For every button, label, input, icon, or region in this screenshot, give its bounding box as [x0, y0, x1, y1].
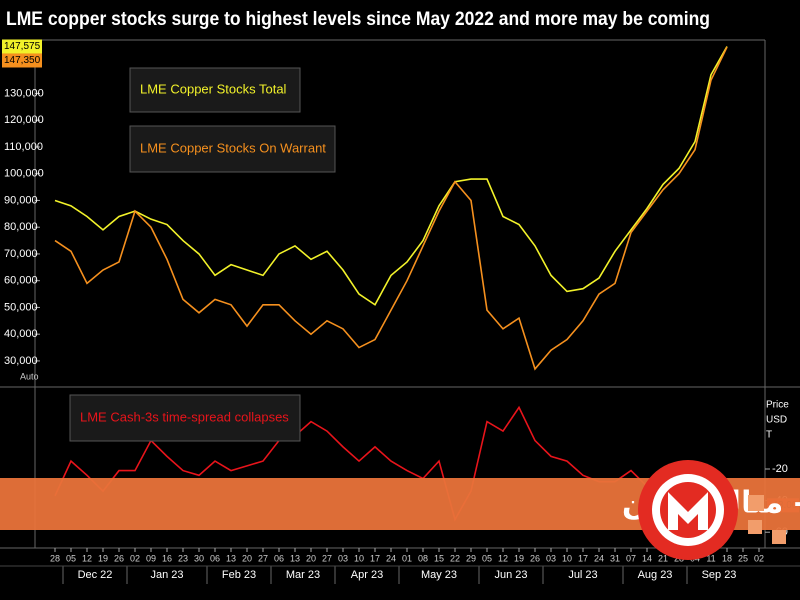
legend-label: LME Cash-3s time-spread collapses — [80, 409, 289, 424]
x-tick-label: 19 — [514, 553, 524, 563]
x-tick-label: 26 — [114, 553, 124, 563]
x-tick-label: 26 — [530, 553, 540, 563]
banner-overlay: اخبار فلزات – متال آنلاین — [0, 460, 800, 560]
x-tick-label: 11 — [706, 553, 715, 563]
y-tick-label: 70,000 — [4, 248, 38, 260]
month-label: Jul 23 — [568, 569, 597, 581]
legend-box — [129, 67, 301, 113]
x-tick-label: 02 — [754, 553, 764, 563]
line-series — [54, 46, 728, 371]
x-tick-label: 10 — [354, 553, 364, 563]
x-tick-label: 24 — [386, 553, 396, 563]
line-series — [54, 46, 728, 306]
y2-axis-label: T — [766, 430, 772, 441]
y-tick-label: 130,000 — [4, 87, 44, 99]
logo-square — [772, 530, 786, 544]
x-tick-label: 06 — [274, 553, 284, 563]
x-tick-label: 02 — [130, 553, 140, 563]
x-tick-label: 08 — [418, 553, 428, 563]
x-tick-label: 01 — [402, 553, 412, 563]
y-tick-label: 30,000 — [4, 355, 38, 367]
month-label: Feb 23 — [222, 569, 256, 581]
month-label: Aug 23 — [638, 569, 673, 581]
month-label: Mar 23 — [286, 569, 320, 581]
x-tick-label: 07 — [626, 553, 636, 563]
x-tick-label: 27 — [258, 553, 268, 563]
x-tick-label: 19 — [98, 553, 108, 563]
y-tick-label: 120,000 — [4, 114, 44, 126]
y2-axis-label: USD — [766, 415, 787, 426]
x-tick-label: 13 — [226, 553, 236, 563]
logo-square — [748, 520, 762, 534]
x-tick-label: 03 — [546, 553, 556, 563]
x-tick-label: 20 — [242, 553, 252, 563]
month-label: May 23 — [421, 569, 457, 581]
last-value-label: 147,350 — [4, 55, 41, 66]
x-tick-label: 15 — [434, 553, 444, 563]
last-value-label: 147,575 — [4, 41, 41, 52]
month-label: Apr 23 — [351, 569, 383, 581]
x-tick-label: 12 — [498, 553, 508, 563]
y-tick-label: 50,000 — [4, 301, 38, 313]
x-tick-label: 23 — [178, 553, 188, 563]
axis-note: Auto — [20, 371, 39, 381]
x-tick-label: 03 — [338, 553, 348, 563]
legend-label: LME Copper Stocks Total — [140, 81, 287, 96]
y2-axis-label: Price — [766, 400, 789, 411]
x-tick-label: 17 — [578, 553, 588, 563]
month-label: Dec 22 — [78, 569, 113, 581]
logo-square — [748, 495, 764, 511]
last-value-box — [2, 39, 42, 54]
x-tick-label: 17 — [370, 553, 380, 563]
x-tick-label: 22 — [450, 553, 460, 563]
x-tick-label: 14 — [642, 553, 652, 563]
x-tick-label: 05 — [66, 553, 76, 563]
x-tick-label: 24 — [594, 553, 604, 563]
x-tick-label: 12 — [82, 553, 92, 563]
y-tick-label: 60,000 — [4, 275, 38, 287]
logo-letter — [668, 492, 708, 530]
x-tick-label: 06 — [210, 553, 220, 563]
x-tick-label: 20 — [306, 553, 316, 563]
x-tick-label: 21 — [658, 553, 668, 563]
legend-label: LME Copper Stocks On Warrant — [140, 140, 326, 155]
month-label: Sep 23 — [702, 569, 737, 581]
last-value-box — [2, 53, 42, 68]
x-tick-label: 27 — [322, 553, 332, 563]
x-tick-label: 31 — [610, 553, 620, 563]
y-tick-label: 40,000 — [4, 328, 38, 340]
x-tick-label: 28 — [50, 553, 60, 563]
x-tick-label: 29 — [466, 553, 476, 563]
x-tick-label: 30 — [194, 553, 204, 563]
y-tick-label: 90,000 — [4, 194, 38, 206]
x-tick-label: 10 — [562, 553, 572, 563]
month-label: Jan 23 — [150, 569, 183, 581]
plot-layer: 30,000 40,000 50,000 60,000 70,000 80,000 90,0… — [0, 39, 800, 584]
y2-tick-label: -20 — [772, 463, 788, 475]
x-tick-label: 16 — [162, 553, 172, 563]
chart-title: LME copper stocks surge to highest level… — [6, 9, 710, 30]
month-label: Jun 23 — [494, 569, 527, 581]
x-tick-label: 09 — [146, 553, 156, 563]
x-tick-label: 05 — [482, 553, 492, 563]
y-tick-label: 80,000 — [4, 221, 38, 233]
x-tick-label: 25 — [738, 553, 748, 563]
legend-box — [129, 125, 336, 173]
legend-box — [69, 394, 301, 442]
x-tick-label: 13 — [290, 553, 300, 563]
x-tick-label: 18 — [722, 553, 732, 563]
y-tick-label: 100,000 — [4, 168, 44, 180]
y-tick-label: 110,000 — [4, 141, 43, 153]
